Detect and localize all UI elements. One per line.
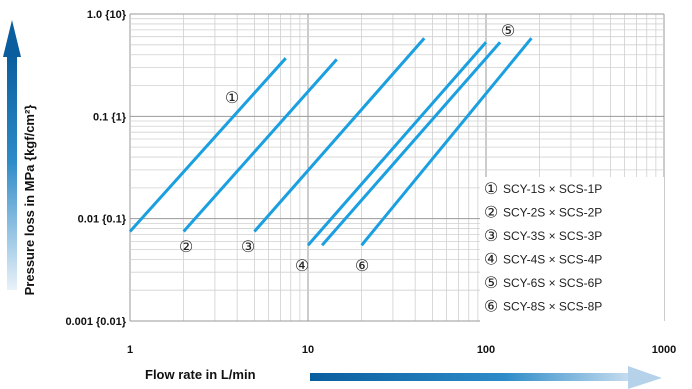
x-tick-label: 10 — [302, 344, 314, 356]
x-axis-arrow — [310, 366, 662, 389]
y-tick-label: 1.0 {10} — [87, 9, 127, 21]
legend-marker: ③ — [484, 226, 498, 245]
series-marker-3: ③ — [241, 237, 255, 256]
y-axis-title: Pressure loss in MPa {kgf/cm²} — [22, 105, 37, 296]
series-line-6 — [360, 37, 533, 247]
series-marker-4: ④ — [295, 256, 309, 275]
y-tick-label: 0.1 {1} — [93, 111, 127, 123]
x-tick-label: 1000 — [652, 344, 676, 356]
axis-ticks: 1 10 100 1000 0.001 {0.01} 0.01 {0.1} 0.1 {1} 1… — [65, 9, 676, 356]
y-axis-arrow — [3, 20, 21, 290]
x-tick-label: 100 — [477, 344, 495, 356]
series-line-3 — [253, 37, 426, 233]
legend-marker: ④ — [484, 250, 498, 269]
series-line-2 — [182, 58, 338, 233]
legend-marker: ⑤ — [484, 273, 498, 292]
legend-marker: ⑥ — [484, 297, 498, 316]
series-marker-2: ② — [179, 237, 193, 256]
series-line-1 — [128, 57, 287, 233]
legend-label: SCY-8S × SCS-8P — [503, 300, 602, 314]
x-tick-label: 1 — [127, 344, 133, 356]
y-tick-label: 0.001 {0.01} — [65, 316, 126, 328]
series-line-4 — [306, 41, 488, 247]
series-marker-6: ⑥ — [355, 256, 369, 275]
series-line-5 — [320, 41, 502, 247]
legend-label: SCY-3S × SCS-3P — [503, 229, 602, 243]
legend-label: SCY-4S × SCS-4P — [503, 253, 602, 267]
legend-marker: ① — [484, 179, 498, 198]
series-marker-1: ① — [225, 88, 239, 107]
legend-label: SCY-1S × SCS-1P — [503, 182, 602, 196]
legend: ① SCY-1S × SCS-1P ② SCY-2S × SCS-2P ③ SCY-3S … — [484, 179, 602, 316]
legend-label: SCY-2S × SCS-2P — [503, 206, 602, 220]
legend-marker: ② — [484, 203, 498, 222]
series-marker-5: ⑤ — [501, 21, 515, 40]
series-markers: ① ② ③ ④ ⑤ ⑥ — [179, 21, 515, 275]
legend-box — [480, 177, 664, 322]
y-tick-label: 0.01 {0.1} — [78, 214, 127, 226]
series-lines — [128, 37, 533, 247]
x-axis-title: Flow rate in L/min — [145, 367, 256, 382]
legend-label: SCY-6S × SCS-6P — [503, 276, 602, 290]
